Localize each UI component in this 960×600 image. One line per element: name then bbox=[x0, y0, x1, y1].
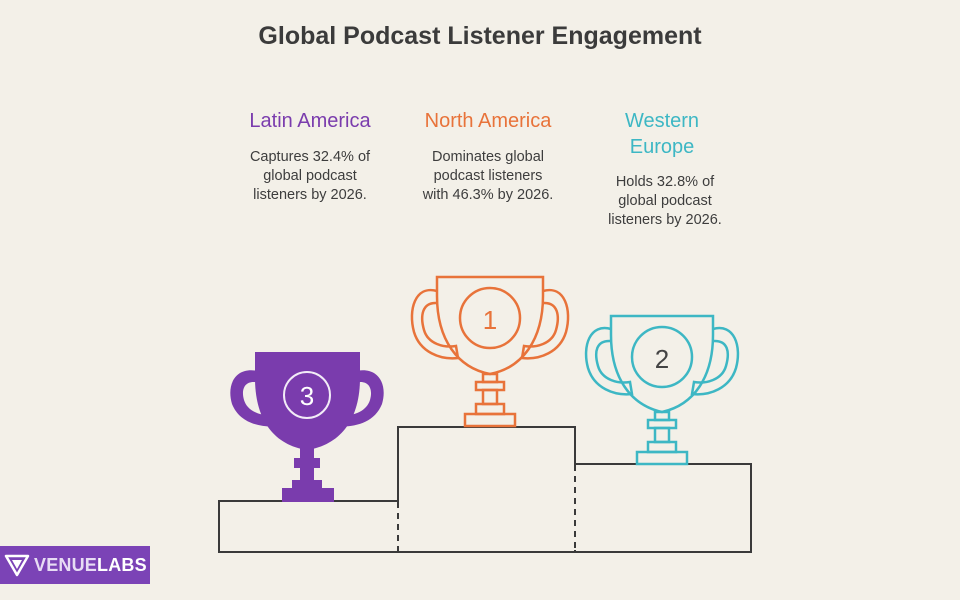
description-line: podcast listeners bbox=[433, 168, 543, 184]
description-line: listeners by 2026. bbox=[608, 212, 722, 228]
description-line: global podcast bbox=[618, 193, 712, 209]
description-line: Holds 32.8% of bbox=[615, 174, 715, 190]
region-name-latin-america: Latin America bbox=[249, 110, 371, 132]
podium-block-third bbox=[218, 500, 399, 553]
logo-text-venue: VENUE bbox=[34, 554, 98, 575]
description-line: Dominates global bbox=[431, 149, 545, 165]
trophy-icon-second bbox=[584, 314, 740, 466]
rank-number-second: 2 bbox=[655, 344, 669, 374]
region-name-western-europe: Western Europe bbox=[562, 108, 762, 160]
description-latin-america: Captures 32.4% of global podcast listene… bbox=[210, 148, 410, 205]
trophy-icon-first bbox=[410, 275, 570, 428]
page-title: Global Podcast Listener Engagement bbox=[258, 22, 702, 50]
logo-mark-icon bbox=[4, 554, 30, 577]
region-name-line: Western bbox=[624, 110, 700, 132]
podium-block-first bbox=[397, 426, 576, 553]
rank-number-third: 3 bbox=[300, 381, 314, 411]
description-line: Captures 32.4% of bbox=[249, 149, 371, 165]
region-name-north-america: North America bbox=[424, 110, 552, 132]
description-line: global podcast bbox=[263, 168, 357, 184]
logo-text-labs: LABS bbox=[97, 554, 147, 575]
description-line: with 46.3% by 2026. bbox=[422, 187, 554, 203]
logo-wordmark: VENUELABS bbox=[34, 555, 147, 576]
description-north-america: Dominates global podcast listeners with … bbox=[388, 148, 588, 205]
rank-number-first: 1 bbox=[483, 305, 497, 335]
podium-block-second bbox=[574, 463, 752, 553]
description-line: listeners by 2026. bbox=[253, 187, 367, 203]
venuelabs-logo: VENUELABS bbox=[0, 546, 150, 584]
description-western-europe: Holds 32.8% of global podcast listeners … bbox=[565, 173, 765, 230]
region-name-line: Europe bbox=[629, 136, 695, 158]
rank-circle bbox=[283, 371, 331, 419]
trophy-icon-third bbox=[230, 352, 384, 502]
